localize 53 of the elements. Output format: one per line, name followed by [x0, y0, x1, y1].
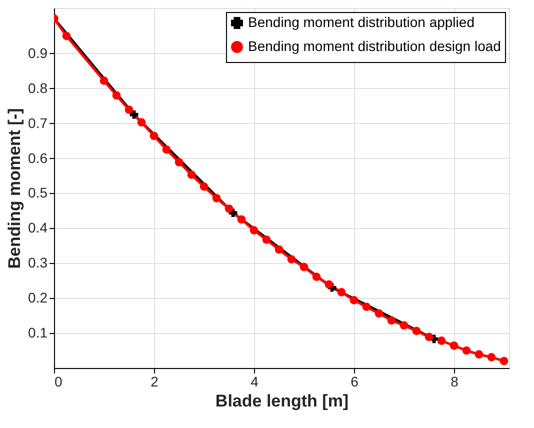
point	[150, 132, 158, 140]
point	[112, 91, 121, 100]
point	[250, 226, 258, 234]
point	[437, 336, 446, 345]
point	[200, 182, 208, 191]
y-tick-label: 0.3	[28, 254, 48, 271]
y-tick-label: 0.5	[28, 184, 48, 201]
point	[187, 170, 196, 179]
x-axis-title: Blade length [m]	[215, 392, 349, 410]
point	[324, 280, 334, 289]
point	[100, 76, 108, 85]
point	[62, 32, 71, 40]
y-tick-label: 0.9	[28, 44, 48, 61]
x-tick-label: 8	[450, 374, 459, 390]
point	[224, 204, 234, 213]
point	[500, 356, 508, 366]
point	[474, 350, 484, 359]
point	[412, 326, 421, 336]
point	[212, 194, 221, 202]
x-tick-label: 0	[54, 374, 62, 390]
y-tick-label: 0.8	[28, 80, 48, 96]
point	[300, 262, 308, 272]
point	[400, 321, 408, 330]
point	[337, 288, 346, 296]
x-tick-label: 6	[350, 374, 359, 390]
point	[350, 296, 358, 304]
x-tick-label: 4	[250, 374, 259, 390]
point	[162, 145, 171, 154]
point	[450, 341, 458, 350]
point	[124, 106, 134, 114]
x-tick-label: 2	[150, 374, 159, 390]
point	[312, 272, 321, 281]
point	[262, 236, 271, 244]
point	[424, 332, 434, 342]
point	[237, 215, 246, 224]
y-tick-label: 0.7	[28, 114, 48, 131]
point	[174, 158, 184, 166]
legend-label: Bending moment distribution applied	[248, 14, 474, 30]
point	[362, 302, 371, 312]
y-tick-label: 0.1	[28, 324, 48, 341]
point	[274, 245, 284, 254]
y-tick-label: 0.6	[28, 150, 48, 166]
y-axis-title: Bending moment [-]	[5, 108, 24, 269]
point	[374, 309, 384, 318]
point	[137, 118, 146, 126]
point	[130, 110, 138, 119]
point	[287, 255, 296, 264]
point	[487, 352, 496, 362]
y-tick-label: 0.2	[28, 290, 48, 306]
point	[387, 316, 396, 325]
legend-label: Bending moment distribution design load	[248, 38, 501, 54]
y-tick-label: 0.4	[28, 220, 48, 236]
point	[462, 346, 471, 355]
